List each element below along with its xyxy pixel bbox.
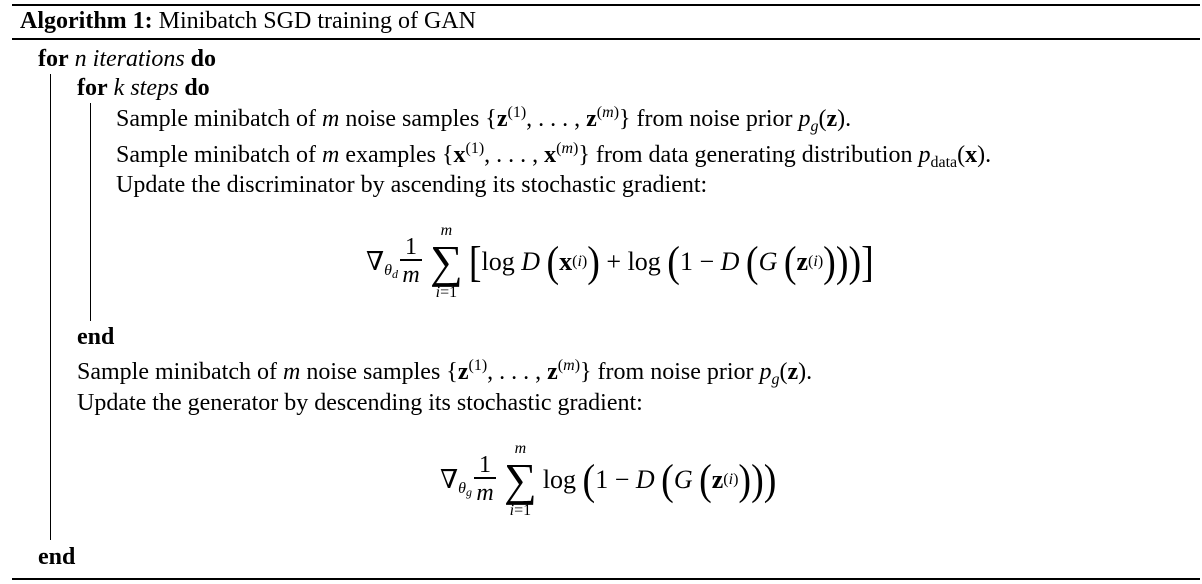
outer-for-line: for n iterations do xyxy=(38,44,216,74)
text: from noise prior xyxy=(636,106,793,132)
z-set: {z(1), . . . , z(m)} xyxy=(446,357,592,386)
text: Sample minibatch of xyxy=(116,142,316,168)
do-keyword: do xyxy=(190,46,217,72)
x-set: {x(1), . . . , x(m)} xyxy=(441,140,590,169)
m-var: m xyxy=(321,106,340,132)
inner-end-line: end xyxy=(77,322,114,352)
algorithm-title: Algorithm 1: Minibatch SGD training of G… xyxy=(20,6,476,36)
iter-var: n xyxy=(74,46,87,72)
algorithm-name: Minibatch SGD training of GAN xyxy=(158,8,476,34)
end-keyword: end xyxy=(38,544,76,570)
gen-update-line: Update the generator by descending its s… xyxy=(77,390,643,416)
text: from noise prior xyxy=(597,359,754,385)
outer-end-line: end xyxy=(38,542,75,572)
text: Sample minibatch of xyxy=(116,106,316,132)
noise-prior: pg(z). xyxy=(759,359,813,388)
text: examples xyxy=(345,142,436,168)
for-keyword: for xyxy=(77,75,108,101)
inner-loop-bar xyxy=(90,103,92,321)
text: noise samples xyxy=(345,106,480,132)
text: from data generating distribution xyxy=(595,142,913,168)
text: noise samples xyxy=(306,359,441,385)
step-text: steps xyxy=(130,75,179,101)
iter-text: iterations xyxy=(92,46,185,72)
disc-update-line: Update the discriminator by ascending it… xyxy=(116,172,708,198)
inner-for-line: for k steps do xyxy=(77,73,210,103)
noise-prior: pg(z). xyxy=(798,106,852,135)
data-distribution: pdata(x). xyxy=(918,142,992,171)
m-var: m xyxy=(282,359,301,385)
z-set: {z(1), . . . , z(m)} xyxy=(485,104,631,133)
text: Sample minibatch of xyxy=(77,359,277,385)
bottom-rule xyxy=(12,578,1200,580)
gen-noise-sample-line: Sample minibatch of m noise samples {z(1… xyxy=(77,357,813,388)
end-keyword: end xyxy=(77,324,115,350)
data-sample-line: Sample minibatch of m examples {x(1), . … xyxy=(116,140,992,171)
for-keyword: for xyxy=(38,46,69,72)
title-rule xyxy=(12,38,1200,40)
top-rule xyxy=(12,4,1200,6)
step-var: k xyxy=(113,75,125,101)
noise-sample-line: Sample minibatch of m noise samples {z(1… xyxy=(116,104,852,135)
outer-loop-bar xyxy=(50,74,52,540)
algorithm-label: Algorithm 1: xyxy=(20,8,153,34)
do-keyword: do xyxy=(184,75,210,101)
m-var: m xyxy=(321,142,340,168)
